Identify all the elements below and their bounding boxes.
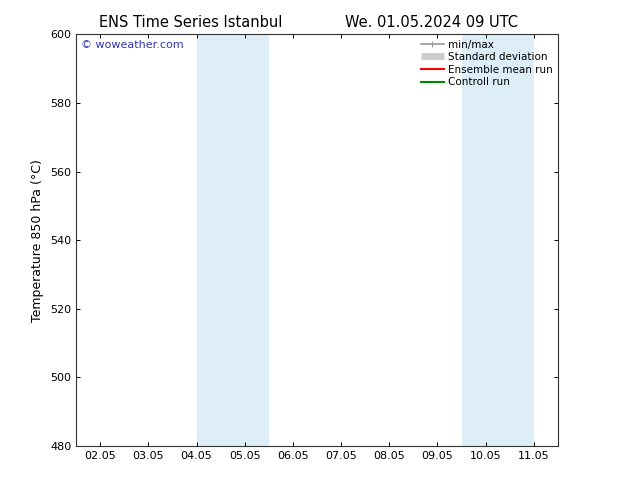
Y-axis label: Temperature 850 hPa (°C): Temperature 850 hPa (°C) [32,159,44,321]
Text: ENS Time Series Istanbul: ENS Time Series Istanbul [98,15,282,30]
Text: We. 01.05.2024 09 UTC: We. 01.05.2024 09 UTC [345,15,517,30]
Text: © woweather.com: © woweather.com [81,41,183,50]
Bar [197,34,269,446]
Bar [462,34,534,446]
Legend: min/max, Standard deviation, Ensemble mean run, Controll run: min/max, Standard deviation, Ensemble me… [417,35,557,92]
